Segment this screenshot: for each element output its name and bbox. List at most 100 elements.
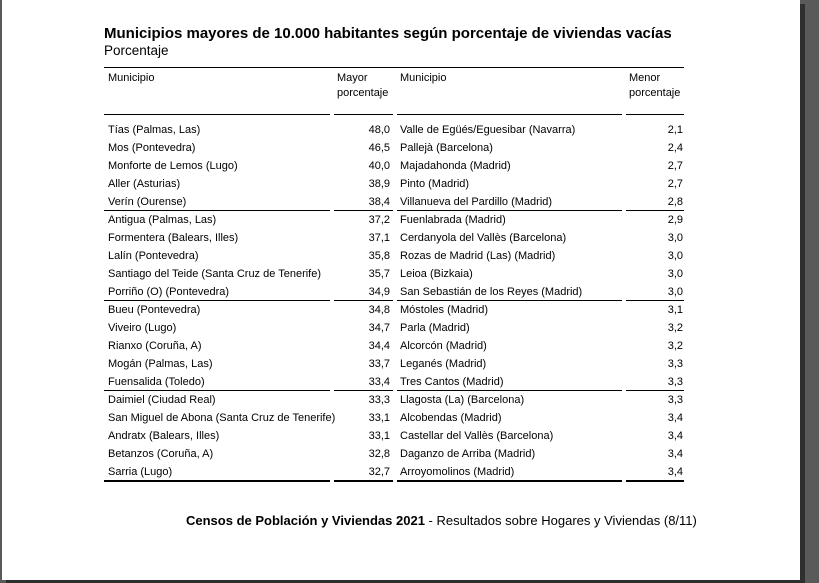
percentage-cell: 3,0: [667, 250, 683, 262]
percentage-cell: 3,0: [667, 232, 683, 244]
municipio-cell: Arroyomolinos (Madrid): [400, 466, 515, 478]
percentage-cell: 34,8: [368, 304, 390, 316]
group-separator-rule: [397, 210, 622, 211]
percentage-cell: 3,3: [667, 394, 683, 406]
municipio-cell: Móstoles (Madrid): [400, 304, 489, 316]
header-rule: [334, 114, 393, 115]
table-bottom-rule: [104, 480, 330, 482]
municipio-cell: Tres Cantos (Madrid): [400, 376, 504, 388]
municipio-cell: San Sebastián de los Reyes (Madrid): [400, 286, 583, 298]
group-separator-rule: [104, 300, 330, 301]
municipio-cell: San Miguel de Abona (Santa Cruz de Tener…: [108, 412, 336, 424]
percentage-cell: 35,7: [368, 268, 390, 280]
municipio-cell: Mos (Pontevedra): [108, 142, 196, 154]
municipio-cell: Leganés (Madrid): [400, 358, 487, 370]
percentage-cell: 3,0: [667, 286, 683, 298]
percentage-cell: 3,4: [667, 412, 683, 424]
column-header-mayor-porcentaje: Mayor porcentaje: [337, 71, 388, 101]
municipio-cell: Verín (Ourense): [108, 196, 187, 208]
table-bottom-rule: [397, 480, 622, 482]
municipio-cell: Cerdanyola del Vallès (Barcelona): [400, 232, 567, 244]
group-separator-rule: [397, 300, 622, 301]
municipio-cell: Majadahonda (Madrid): [400, 160, 511, 172]
percentage-cell: 2,9: [667, 214, 683, 226]
municipio-cell: Daimiel (Ciudad Real): [108, 394, 216, 406]
percentage-cell: 2,7: [667, 178, 683, 190]
municipio-cell: Daganzo de Arriba (Madrid): [400, 448, 536, 460]
percentage-cell: 2,4: [667, 142, 683, 154]
group-separator-rule: [334, 390, 393, 391]
percentage-cell: 3,2: [667, 340, 683, 352]
table-bottom-rule: [334, 480, 393, 482]
municipio-cell: Pallejà (Barcelona): [400, 142, 493, 154]
municipio-cell: Santiago del Teide (Santa Cruz de Teneri…: [108, 268, 322, 280]
municipio-cell: Tías (Palmas, Las): [108, 124, 201, 136]
percentage-cell: 33,7: [368, 358, 390, 370]
header-rule: [397, 114, 622, 115]
municipio-cell: Lalín (Pontevedra): [108, 250, 199, 262]
percentage-cell: 2,1: [667, 124, 683, 136]
percentage-cell: 35,8: [368, 250, 390, 262]
percentage-cell: 34,4: [368, 340, 390, 352]
municipio-cell: Mogán (Palmas, Las): [108, 358, 213, 370]
document-page: [2, 0, 800, 580]
percentage-cell: 3,4: [667, 448, 683, 460]
percentage-cell: 37,1: [368, 232, 390, 244]
percentage-cell: 2,8: [667, 196, 683, 208]
header-line: Menor: [629, 72, 661, 84]
municipio-cell: Betanzos (Coruña, A): [108, 448, 214, 460]
percentage-cell: 3,0: [667, 268, 683, 280]
municipio-cell: Viveiro (Lugo): [108, 322, 177, 334]
column-header-municipio-right: Municipio: [400, 72, 447, 84]
municipio-cell: Rozas de Madrid (Las) (Madrid): [400, 250, 556, 262]
municipio-cell: Alcorcón (Madrid): [400, 340, 487, 352]
header-line: porcentaje: [337, 87, 389, 99]
municipio-cell: Alcobendas (Madrid): [400, 412, 502, 424]
municipio-cell: Llagosta (La) (Barcelona): [400, 394, 525, 406]
percentage-cell: 33,4: [368, 376, 390, 388]
header-line: Mayor: [337, 72, 368, 84]
group-separator-rule: [104, 210, 330, 211]
municipio-cell: Monforte de Lemos (Lugo): [108, 160, 238, 172]
percentage-cell: 3,2: [667, 322, 683, 334]
page-shadow: [800, 4, 805, 580]
municipio-cell: Antigua (Palmas, Las): [108, 214, 217, 226]
footer-bold: Censos de Población y Viviendas 2021: [186, 513, 425, 528]
document-title: Municipios mayores de 10.000 habitantes …: [104, 25, 672, 42]
percentage-cell: 34,7: [368, 322, 390, 334]
percentage-cell: 3,4: [667, 466, 683, 478]
percentage-cell: 3,3: [667, 376, 683, 388]
municipio-cell: Aller (Asturias): [108, 178, 181, 190]
municipio-cell: Bueu (Pontevedra): [108, 304, 201, 316]
percentage-cell: 33,1: [368, 412, 390, 424]
municipio-cell: Formentera (Balears, Illes): [108, 232, 239, 244]
header-line: porcentaje: [629, 87, 681, 99]
percentage-cell: 32,7: [368, 466, 390, 478]
municipio-cell: Fuensalida (Toledo): [108, 376, 205, 388]
percentage-cell: 38,4: [368, 196, 390, 208]
municipio-cell: Castellar del Vallès (Barcelona): [400, 430, 554, 442]
percentage-cell: 34,9: [368, 286, 390, 298]
percentage-cell: 40,0: [368, 160, 390, 172]
document-subtitle: Porcentaje: [104, 43, 169, 58]
percentage-cell: 3,4: [667, 430, 683, 442]
percentage-cell: 38,9: [368, 178, 390, 190]
group-separator-rule: [626, 300, 684, 301]
municipio-cell: Leioa (Bizkaia): [400, 268, 473, 280]
percentage-cell: 33,3: [368, 394, 390, 406]
page-shadow: [6, 580, 805, 583]
table-bottom-rule: [626, 480, 684, 482]
municipio-cell: Sarria (Lugo): [108, 466, 173, 478]
group-separator-rule: [397, 390, 622, 391]
table-top-rule: [104, 67, 684, 68]
municipio-cell: Villanueva del Pardillo (Madrid): [400, 196, 553, 208]
group-separator-rule: [334, 300, 393, 301]
percentage-cell: 32,8: [368, 448, 390, 460]
document-footer: Censos de Población y Viviendas 2021 - R…: [186, 513, 697, 528]
municipio-cell: Pinto (Madrid): [400, 178, 470, 190]
percentage-cell: 37,2: [368, 214, 390, 226]
percentage-cell: 46,5: [368, 142, 390, 154]
group-separator-rule: [104, 390, 330, 391]
group-separator-rule: [626, 210, 684, 211]
group-separator-rule: [626, 390, 684, 391]
